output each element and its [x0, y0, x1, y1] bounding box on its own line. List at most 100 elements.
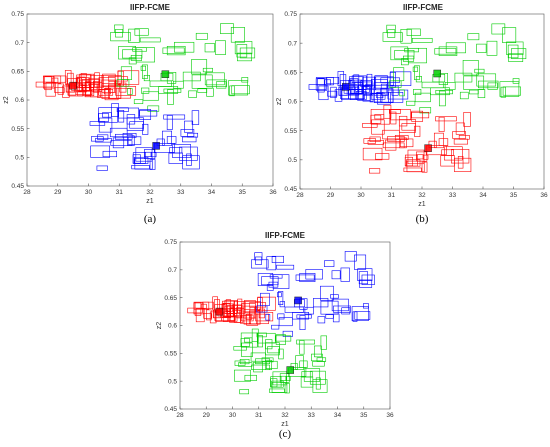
- chart-title: IIFP-FCME: [265, 231, 306, 240]
- interval-box: [236, 307, 243, 319]
- interval-box: [122, 49, 143, 59]
- panel-caption: (b): [416, 213, 429, 225]
- x-tick-label: 28: [23, 189, 31, 196]
- interval-box: [400, 29, 412, 44]
- interval-box: [295, 274, 315, 281]
- interval-box: [331, 298, 349, 312]
- interval-box: [188, 90, 197, 98]
- interval-box: [451, 149, 470, 164]
- interval-box: [330, 86, 337, 98]
- interval-box: [351, 306, 369, 321]
- interval-box: [233, 346, 247, 351]
- interval-box: [278, 348, 284, 360]
- interval-box: [116, 107, 129, 112]
- interval-box: [269, 388, 285, 393]
- interval-box: [182, 136, 197, 143]
- x-tick-label: 29: [203, 412, 211, 419]
- interval-box: [85, 81, 91, 96]
- interval-box: [98, 107, 118, 123]
- interval-box: [296, 339, 315, 345]
- interval-box: [275, 335, 292, 342]
- interval-box: [385, 139, 397, 151]
- interval-box: [416, 154, 424, 160]
- interval-box: [127, 88, 133, 95]
- interval-box: [419, 107, 432, 114]
- interval-box: [45, 82, 56, 97]
- interval-box: [411, 110, 424, 122]
- interval-box: [261, 276, 279, 286]
- interval-box: [340, 267, 350, 282]
- interval-box: [512, 78, 520, 84]
- interval-box: [191, 59, 208, 75]
- interval-box: [387, 89, 409, 100]
- interval-box: [220, 23, 234, 35]
- interval-box: [249, 302, 267, 308]
- interval-box: [369, 93, 383, 103]
- interval-box: [257, 273, 274, 287]
- interval-box: [421, 81, 444, 89]
- interval-box: [414, 65, 420, 80]
- interval-box: [241, 77, 249, 83]
- interval-box: [434, 48, 457, 55]
- y-tick-label: 0.5: [168, 378, 177, 385]
- interval-box: [332, 313, 340, 323]
- interval-box: [138, 110, 158, 117]
- x-tick-label: 35: [360, 412, 368, 419]
- interval-box: [359, 279, 373, 288]
- interval-box: [95, 137, 112, 143]
- interval-box: [371, 119, 385, 135]
- interval-box: [363, 303, 369, 309]
- x-tick-label: 33: [177, 189, 185, 196]
- interval-box: [325, 314, 334, 319]
- interval-box: [140, 65, 146, 71]
- y-tick-label: 0.6: [15, 97, 24, 104]
- interval-box: [415, 76, 422, 83]
- interval-box: [120, 66, 133, 80]
- interval-box: [467, 33, 480, 41]
- interval-box: [275, 334, 286, 345]
- interval-box: [115, 86, 137, 96]
- interval-box: [455, 122, 465, 135]
- interval-box: [269, 274, 283, 279]
- interval-box: [469, 89, 479, 95]
- interval-box: [476, 43, 487, 53]
- interval-box: [117, 70, 124, 87]
- interval-box: [115, 29, 123, 38]
- interval-box: [187, 307, 203, 314]
- interval-box: [98, 113, 109, 122]
- interval-box: [326, 77, 340, 85]
- interval-box: [491, 23, 506, 35]
- interval-box: [502, 86, 521, 96]
- interval-box: [245, 314, 252, 320]
- interval-box: [271, 255, 284, 263]
- interval-box: [234, 41, 253, 55]
- interval-box: [102, 112, 112, 118]
- interval-box: [474, 68, 485, 74]
- interval-box: [440, 155, 455, 167]
- interval-box: [206, 87, 214, 97]
- interval-box: [256, 313, 269, 325]
- interval-box: [403, 55, 415, 62]
- x-tick-label: 33: [449, 192, 457, 199]
- interval-box: [150, 152, 157, 158]
- cluster-center-marker: [342, 83, 350, 91]
- interval-box: [295, 355, 304, 370]
- interval-box: [132, 47, 147, 52]
- interval-box: [233, 316, 244, 323]
- x-axis-label: z1: [281, 421, 289, 428]
- y-tick-label: 0.45: [11, 183, 24, 190]
- y-axis-label: z2: [276, 98, 283, 106]
- interval-box: [401, 123, 416, 131]
- y-tick-label: 0.65: [11, 69, 24, 76]
- interval-box: [308, 84, 327, 90]
- interval-box: [118, 46, 136, 60]
- interval-box: [197, 88, 208, 93]
- interval-box: [358, 271, 368, 285]
- interval-box: [413, 88, 422, 95]
- interval-box: [265, 339, 273, 350]
- interval-box: [391, 85, 399, 96]
- interval-box: [324, 79, 331, 86]
- interval-box: [421, 161, 428, 173]
- interval-box: [129, 121, 144, 129]
- interval-box: [163, 88, 182, 93]
